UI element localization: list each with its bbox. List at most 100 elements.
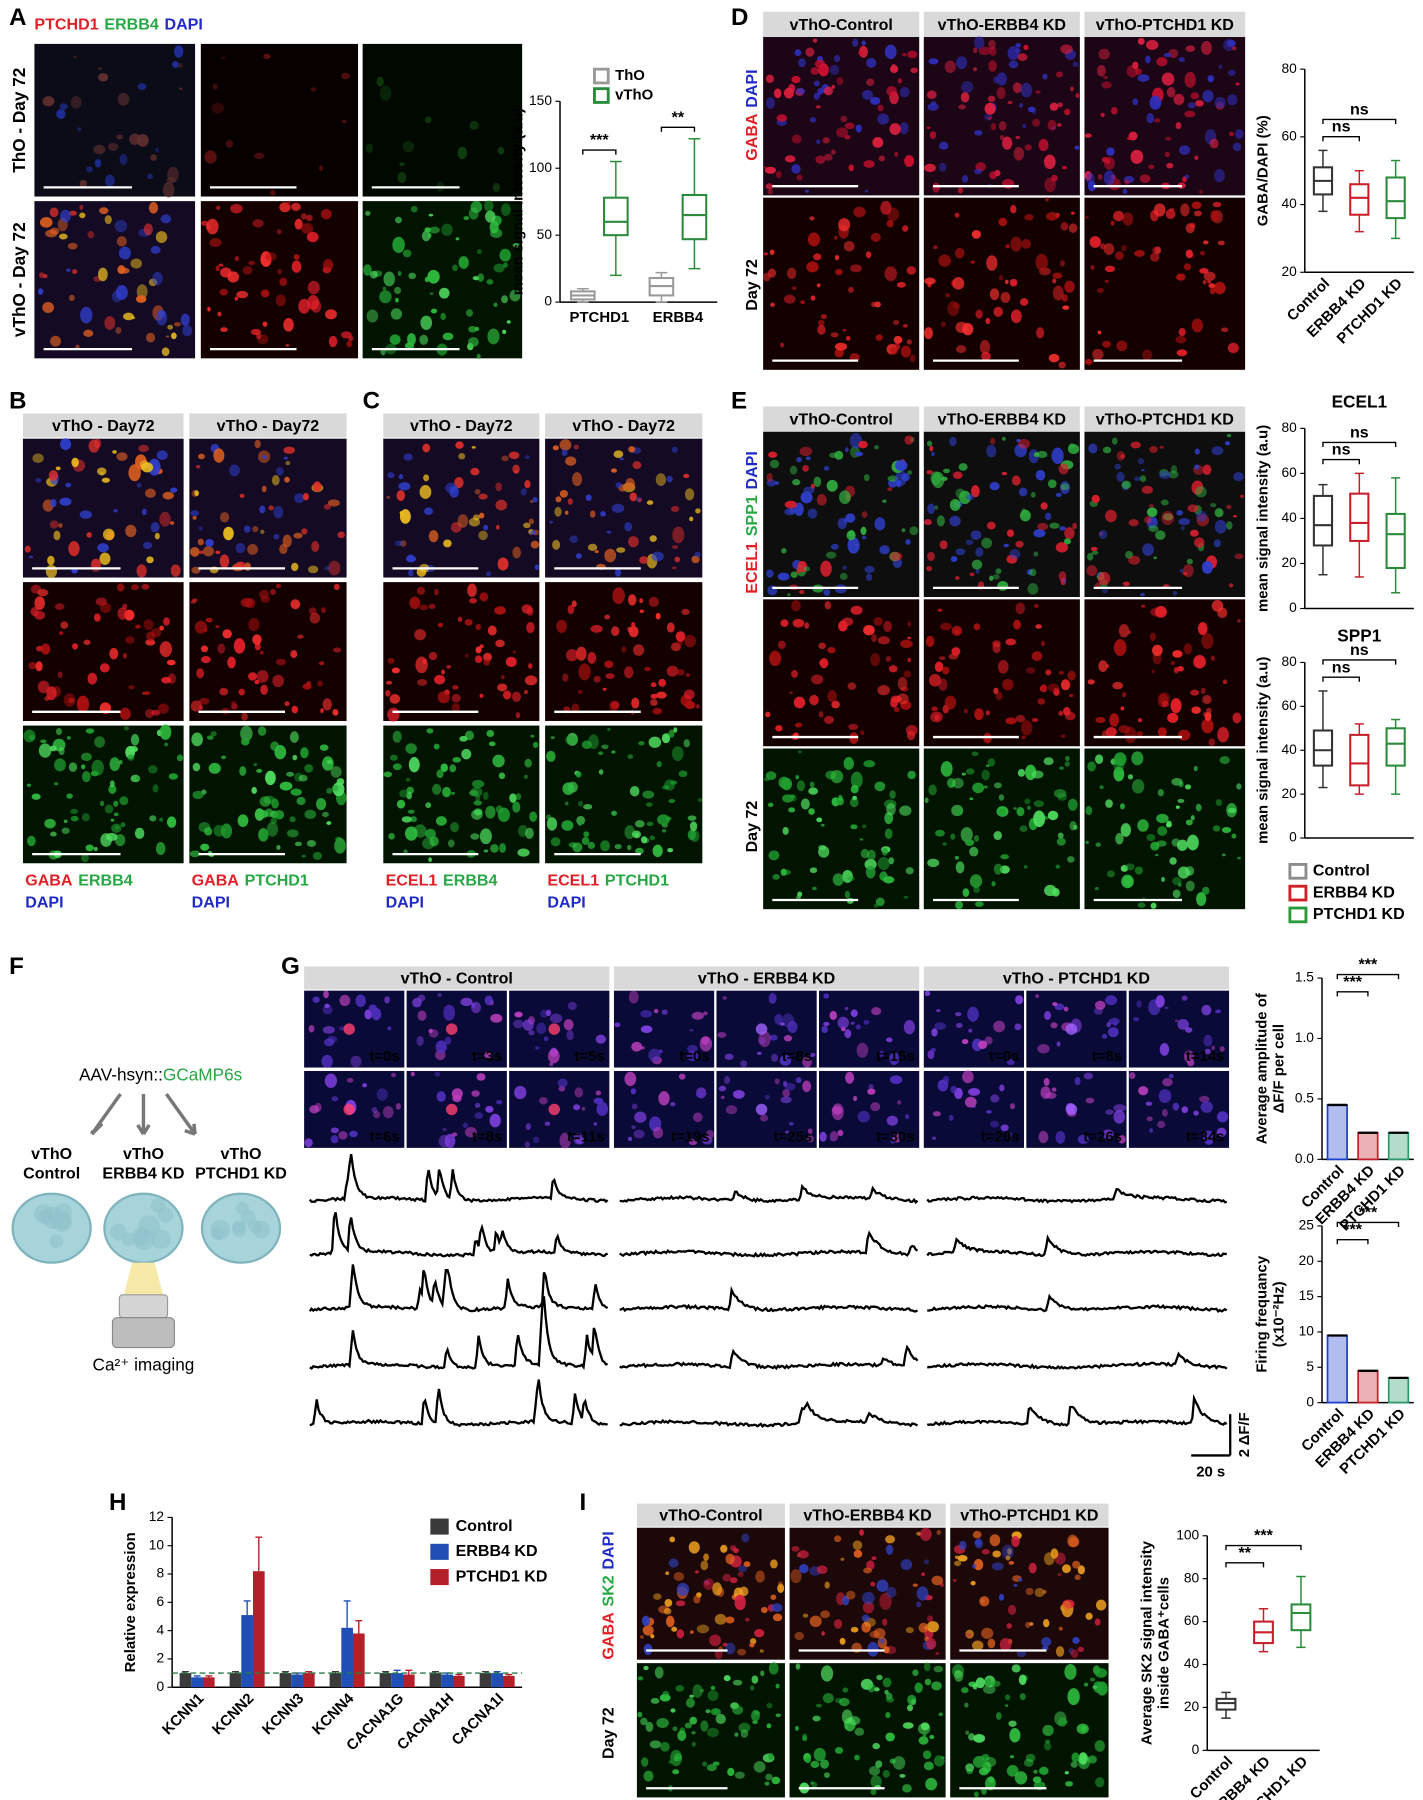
micrograph-signal bbox=[138, 444, 150, 453]
micrograph-signal bbox=[1163, 52, 1172, 58]
micrograph-signal bbox=[677, 1730, 687, 1741]
micrograph-signal bbox=[774, 481, 780, 485]
micrograph-signal bbox=[1164, 1006, 1169, 1010]
micrograph-signal bbox=[247, 544, 259, 555]
micrograph-signal bbox=[914, 1682, 923, 1693]
micrograph-signal bbox=[1090, 546, 1098, 551]
micrograph-signal bbox=[875, 897, 885, 907]
micrograph-signal bbox=[932, 182, 940, 193]
micrograph-signal bbox=[1045, 669, 1052, 676]
micrograph-signal bbox=[643, 1665, 649, 1671]
micrograph-signal bbox=[416, 1035, 424, 1046]
micrograph-signal bbox=[646, 821, 654, 827]
micrograph-signal bbox=[817, 324, 826, 335]
micrograph-signal bbox=[115, 326, 122, 334]
micrograph-signal bbox=[432, 783, 442, 795]
micrograph-signal bbox=[633, 644, 645, 656]
micrograph-signal bbox=[880, 200, 892, 215]
calcium-trace bbox=[926, 1393, 1228, 1427]
micrograph-signal bbox=[326, 821, 332, 825]
micrograph-signal bbox=[809, 1615, 822, 1628]
micrograph-signal bbox=[1085, 840, 1089, 845]
micrograph-signal bbox=[904, 155, 915, 168]
micrograph-signal bbox=[1232, 712, 1242, 724]
panel-label: I bbox=[580, 1489, 587, 1516]
micrograph-signal bbox=[1043, 1552, 1055, 1566]
micrograph-signal bbox=[1162, 513, 1174, 521]
micrograph-signal bbox=[1063, 707, 1071, 716]
micrograph-signal bbox=[978, 1767, 989, 1776]
y-axis-label: Firing frequancy bbox=[1254, 1255, 1270, 1372]
micrograph-signal bbox=[383, 771, 393, 778]
error-bar bbox=[205, 1675, 213, 1678]
micrograph-signal bbox=[861, 535, 867, 540]
micrograph-signal bbox=[338, 1131, 348, 1140]
micrograph-signal bbox=[628, 446, 636, 453]
micrograph bbox=[613, 990, 715, 1068]
micrograph-signal bbox=[572, 472, 583, 487]
micrograph-signal bbox=[964, 839, 975, 846]
micrograph-signal bbox=[666, 622, 675, 633]
micrograph-signal bbox=[989, 288, 1000, 301]
micrograph-signal bbox=[1102, 1129, 1114, 1139]
micrograph-signal bbox=[683, 473, 690, 479]
micrograph-signal bbox=[399, 789, 409, 798]
micrograph-signal bbox=[1141, 485, 1153, 494]
micrograph-signal bbox=[1141, 604, 1146, 608]
micrograph-signal bbox=[628, 536, 639, 548]
micrograph-signal bbox=[824, 715, 834, 724]
micrograph-signal bbox=[156, 450, 168, 461]
micrograph-signal bbox=[1062, 165, 1067, 170]
micrograph-signal bbox=[902, 225, 909, 232]
micrograph-signal bbox=[1019, 825, 1028, 833]
micrograph-signal bbox=[200, 656, 211, 664]
micrograph-signal bbox=[771, 1776, 781, 1785]
micrograph-signal bbox=[993, 687, 999, 695]
micrograph-signal bbox=[905, 1114, 910, 1120]
significance-label: ns bbox=[1350, 423, 1369, 441]
micrograph-signal bbox=[635, 820, 645, 828]
micrograph-signal bbox=[794, 1631, 805, 1641]
micrograph-signal bbox=[190, 700, 202, 712]
micrograph-signal bbox=[1040, 684, 1048, 693]
micrograph-signal bbox=[554, 506, 562, 517]
micrograph-signal bbox=[661, 829, 667, 833]
header-text: vThO - Day72 bbox=[410, 417, 513, 435]
micrograph-signal bbox=[1021, 239, 1032, 249]
micrograph-signal bbox=[1015, 995, 1024, 1005]
micrograph-signal bbox=[1036, 450, 1048, 459]
micrograph-signal bbox=[1170, 698, 1182, 714]
micrograph-signal bbox=[452, 757, 461, 763]
micrograph-signal bbox=[26, 783, 31, 787]
micrograph-signal bbox=[409, 596, 421, 610]
micrograph-signal bbox=[410, 1071, 415, 1077]
micrograph-signal bbox=[926, 90, 937, 100]
micrograph-signal bbox=[177, 62, 183, 69]
micrograph-signal bbox=[1134, 866, 1143, 875]
micrograph-signal bbox=[474, 655, 483, 663]
micrograph-signal bbox=[931, 706, 938, 712]
y-tick-label: 5 bbox=[1306, 1359, 1314, 1374]
micrograph bbox=[818, 990, 920, 1068]
micrograph-signal bbox=[931, 1681, 942, 1691]
micrograph-signal bbox=[1132, 61, 1139, 70]
micrograph-signal bbox=[1056, 1041, 1061, 1047]
micrograph-signal bbox=[160, 214, 172, 224]
micrograph-signal bbox=[587, 841, 595, 850]
micrograph-signal bbox=[1019, 509, 1031, 522]
legend-label: vThO bbox=[615, 87, 653, 103]
micrograph-signal bbox=[190, 600, 196, 604]
micrograph-signal bbox=[857, 1110, 870, 1123]
micrograph bbox=[22, 582, 184, 721]
micrograph-signal bbox=[1204, 1048, 1211, 1055]
micrograph-signal bbox=[494, 606, 506, 615]
legend-swatch bbox=[430, 1518, 449, 1535]
error-bar bbox=[343, 1600, 351, 1628]
micrograph-signal bbox=[276, 467, 284, 476]
micrograph-signal bbox=[813, 92, 820, 100]
micrograph-signal bbox=[1103, 170, 1115, 186]
micrograph-signal bbox=[331, 785, 339, 792]
micrograph-signal bbox=[837, 1016, 850, 1029]
micrograph-signal bbox=[495, 482, 503, 492]
micrograph-signal bbox=[1214, 508, 1224, 518]
